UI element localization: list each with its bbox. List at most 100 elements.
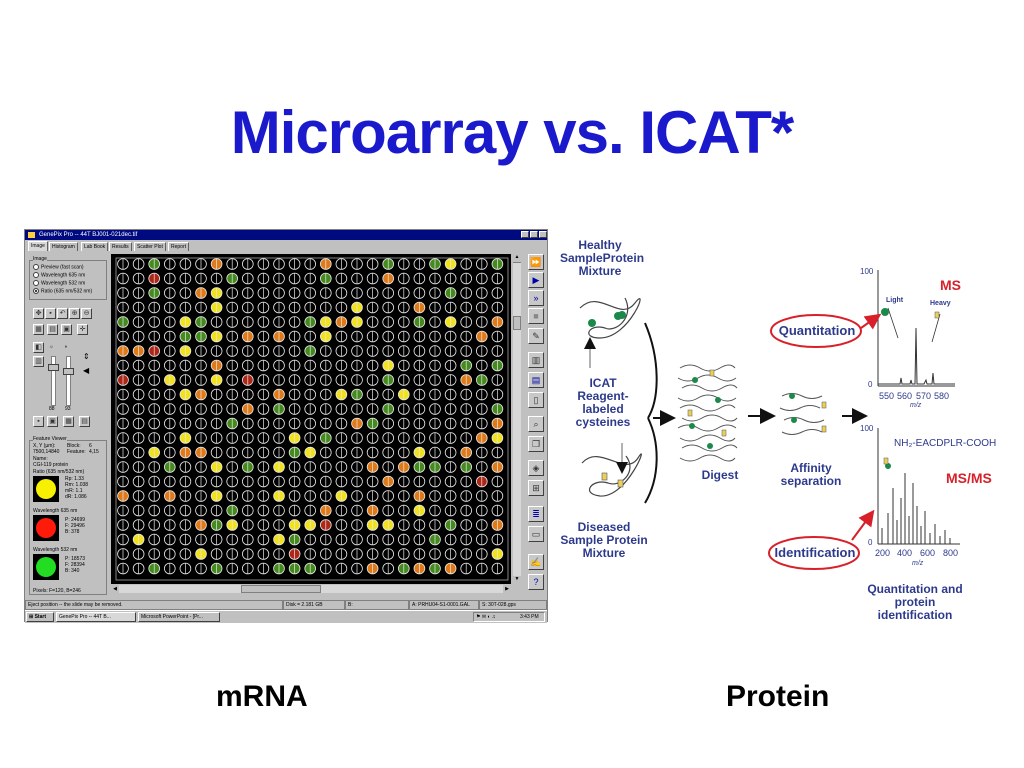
vertical-scroll-thumb[interactable]	[513, 316, 521, 330]
array-spot	[273, 403, 285, 415]
vertical-scrollbar[interactable]: ▲ ▼	[513, 254, 521, 584]
find-icon[interactable]: ⌕	[528, 416, 544, 432]
scroll-right-icon[interactable]: ▶	[503, 585, 511, 593]
color-icon[interactable]: ▥	[33, 356, 44, 367]
tab-image[interactable]: Image	[28, 241, 48, 251]
save-icon[interactable]: ▤	[528, 372, 544, 388]
crosshair-tool-icon[interactable]: ✥	[33, 308, 44, 319]
tab-lab-book[interactable]: Lab Book	[81, 242, 109, 251]
contrast-icon[interactable]: ◧	[33, 342, 44, 353]
maximize-button[interactable]	[530, 231, 538, 238]
grid-tool-icon[interactable]: ▦	[33, 324, 44, 335]
scroll-down-icon[interactable]: ▼	[513, 576, 521, 584]
view-grid-icon[interactable]: ▦	[63, 416, 74, 427]
array-spot	[163, 330, 176, 343]
array-spot	[491, 533, 504, 546]
play-icon[interactable]: ▶	[528, 272, 544, 288]
array-spot	[226, 330, 238, 343]
block-tool-icon[interactable]: ▤	[47, 324, 58, 335]
array-spot	[460, 562, 473, 575]
tab-results[interactable]: Results	[109, 242, 132, 251]
array-spot	[288, 388, 301, 401]
scan-icon[interactable]: »	[528, 290, 544, 306]
genepix-window: GenePix Pro -- 44T BJ001-021dec.tif Imag…	[24, 229, 548, 623]
step-up-icon[interactable]: ⇕	[83, 352, 90, 361]
array-spot	[257, 345, 270, 357]
radio-circle[interactable]	[33, 280, 39, 286]
array-spot	[335, 548, 348, 560]
array-spot	[397, 388, 410, 401]
array-spot	[257, 374, 270, 386]
brightness-slider[interactable]	[51, 356, 56, 406]
array-spot	[351, 272, 363, 285]
array-spot	[444, 287, 457, 299]
brightness-slider-thumb[interactable]	[48, 364, 59, 371]
taskbar-item-powerpoint[interactable]: Microsoft PowerPoint - [Pr...	[138, 612, 220, 622]
array-spot	[132, 461, 145, 473]
radio-circle-selected[interactable]	[33, 288, 39, 294]
radio-preview[interactable]: Preview (fast scan)	[33, 264, 84, 270]
horizontal-scroll-thumb[interactable]	[241, 585, 321, 593]
array-spot	[429, 345, 441, 357]
page-icon[interactable]: ▭	[528, 526, 544, 542]
feature-tool-icon[interactable]: ▣	[61, 324, 72, 335]
view-frame-icon[interactable]: ▣	[47, 416, 58, 427]
array-spot	[257, 548, 270, 560]
grid-align-icon[interactable]: ⊞	[528, 480, 544, 496]
array-spot	[257, 475, 270, 488]
zoom-in-icon[interactable]: ⊕	[69, 308, 80, 319]
array-spot	[273, 475, 285, 488]
view-list-icon[interactable]: ▤	[79, 416, 90, 427]
array-spot	[257, 258, 270, 270]
microarray-image[interactable]	[111, 254, 511, 584]
zoom-out-icon[interactable]: ⊖	[81, 308, 92, 319]
tab-report[interactable]: Report	[168, 242, 190, 251]
array-spot	[335, 519, 348, 531]
array-spot	[242, 432, 254, 444]
fast-forward-icon[interactable]: ⏩	[528, 254, 544, 270]
move-tool-icon[interactable]: ✛	[77, 324, 88, 335]
xy-label: X, Y (µm):	[33, 443, 56, 449]
contrast-slider[interactable]	[66, 356, 71, 406]
array-spot	[397, 272, 410, 285]
undo-icon[interactable]: ↶	[57, 308, 68, 319]
select-tool-icon[interactable]: ▪	[45, 308, 56, 319]
array-spot	[132, 432, 145, 444]
notepad-icon[interactable]: ✍	[528, 554, 544, 570]
open-icon[interactable]: ▯	[528, 392, 544, 408]
database-icon[interactable]: ≣	[528, 506, 544, 522]
scroll-up-icon[interactable]: ▲	[513, 254, 521, 263]
align-icon[interactable]: ◈	[528, 460, 544, 476]
array-spot	[335, 388, 348, 401]
scroll-left-icon[interactable]: ◀	[111, 585, 119, 593]
array-spot	[335, 359, 348, 372]
radio-circle[interactable]	[33, 272, 39, 278]
gallery-icon[interactable]: ▥	[528, 352, 544, 368]
help-icon[interactable]: ?	[528, 574, 544, 590]
array-spot	[320, 519, 332, 531]
radio-circle[interactable]	[33, 264, 39, 270]
array-spot	[163, 417, 176, 430]
play-left-icon[interactable]: ◀	[83, 366, 90, 375]
copy-icon[interactable]: ❐	[528, 436, 544, 452]
tab-scatter-plot[interactable]: Scatter Plot	[134, 242, 166, 251]
radio-wavelength-532[interactable]: Wavelength 532 nm	[33, 280, 85, 286]
array-spot	[444, 533, 457, 546]
view-single-icon[interactable]: ▪	[33, 416, 44, 427]
contrast-slider-thumb[interactable]	[63, 368, 74, 375]
radio-wavelength-635[interactable]: Wavelength 635 nm	[33, 272, 85, 278]
pen-icon[interactable]: ✎	[528, 328, 544, 344]
array-spot	[320, 258, 332, 270]
array-spot	[320, 533, 332, 546]
horizontal-scrollbar[interactable]: ◀ ▶	[111, 585, 511, 593]
contrast-half-icon: ◑	[64, 344, 68, 350]
radio-ratio[interactable]: Ratio (635 nm/532 nm)	[33, 288, 92, 294]
close-button[interactable]	[539, 231, 547, 238]
stop-icon[interactable]: ■	[528, 308, 544, 324]
start-button[interactable]: ⊞ Start	[26, 612, 54, 622]
array-spot	[257, 490, 270, 502]
tab-histogram[interactable]: Histogram	[49, 242, 78, 251]
array-spot	[366, 432, 379, 444]
taskbar-item-genepix[interactable]: GenePix Pro -- 44T B...	[56, 612, 136, 622]
minimize-button[interactable]	[521, 231, 529, 238]
